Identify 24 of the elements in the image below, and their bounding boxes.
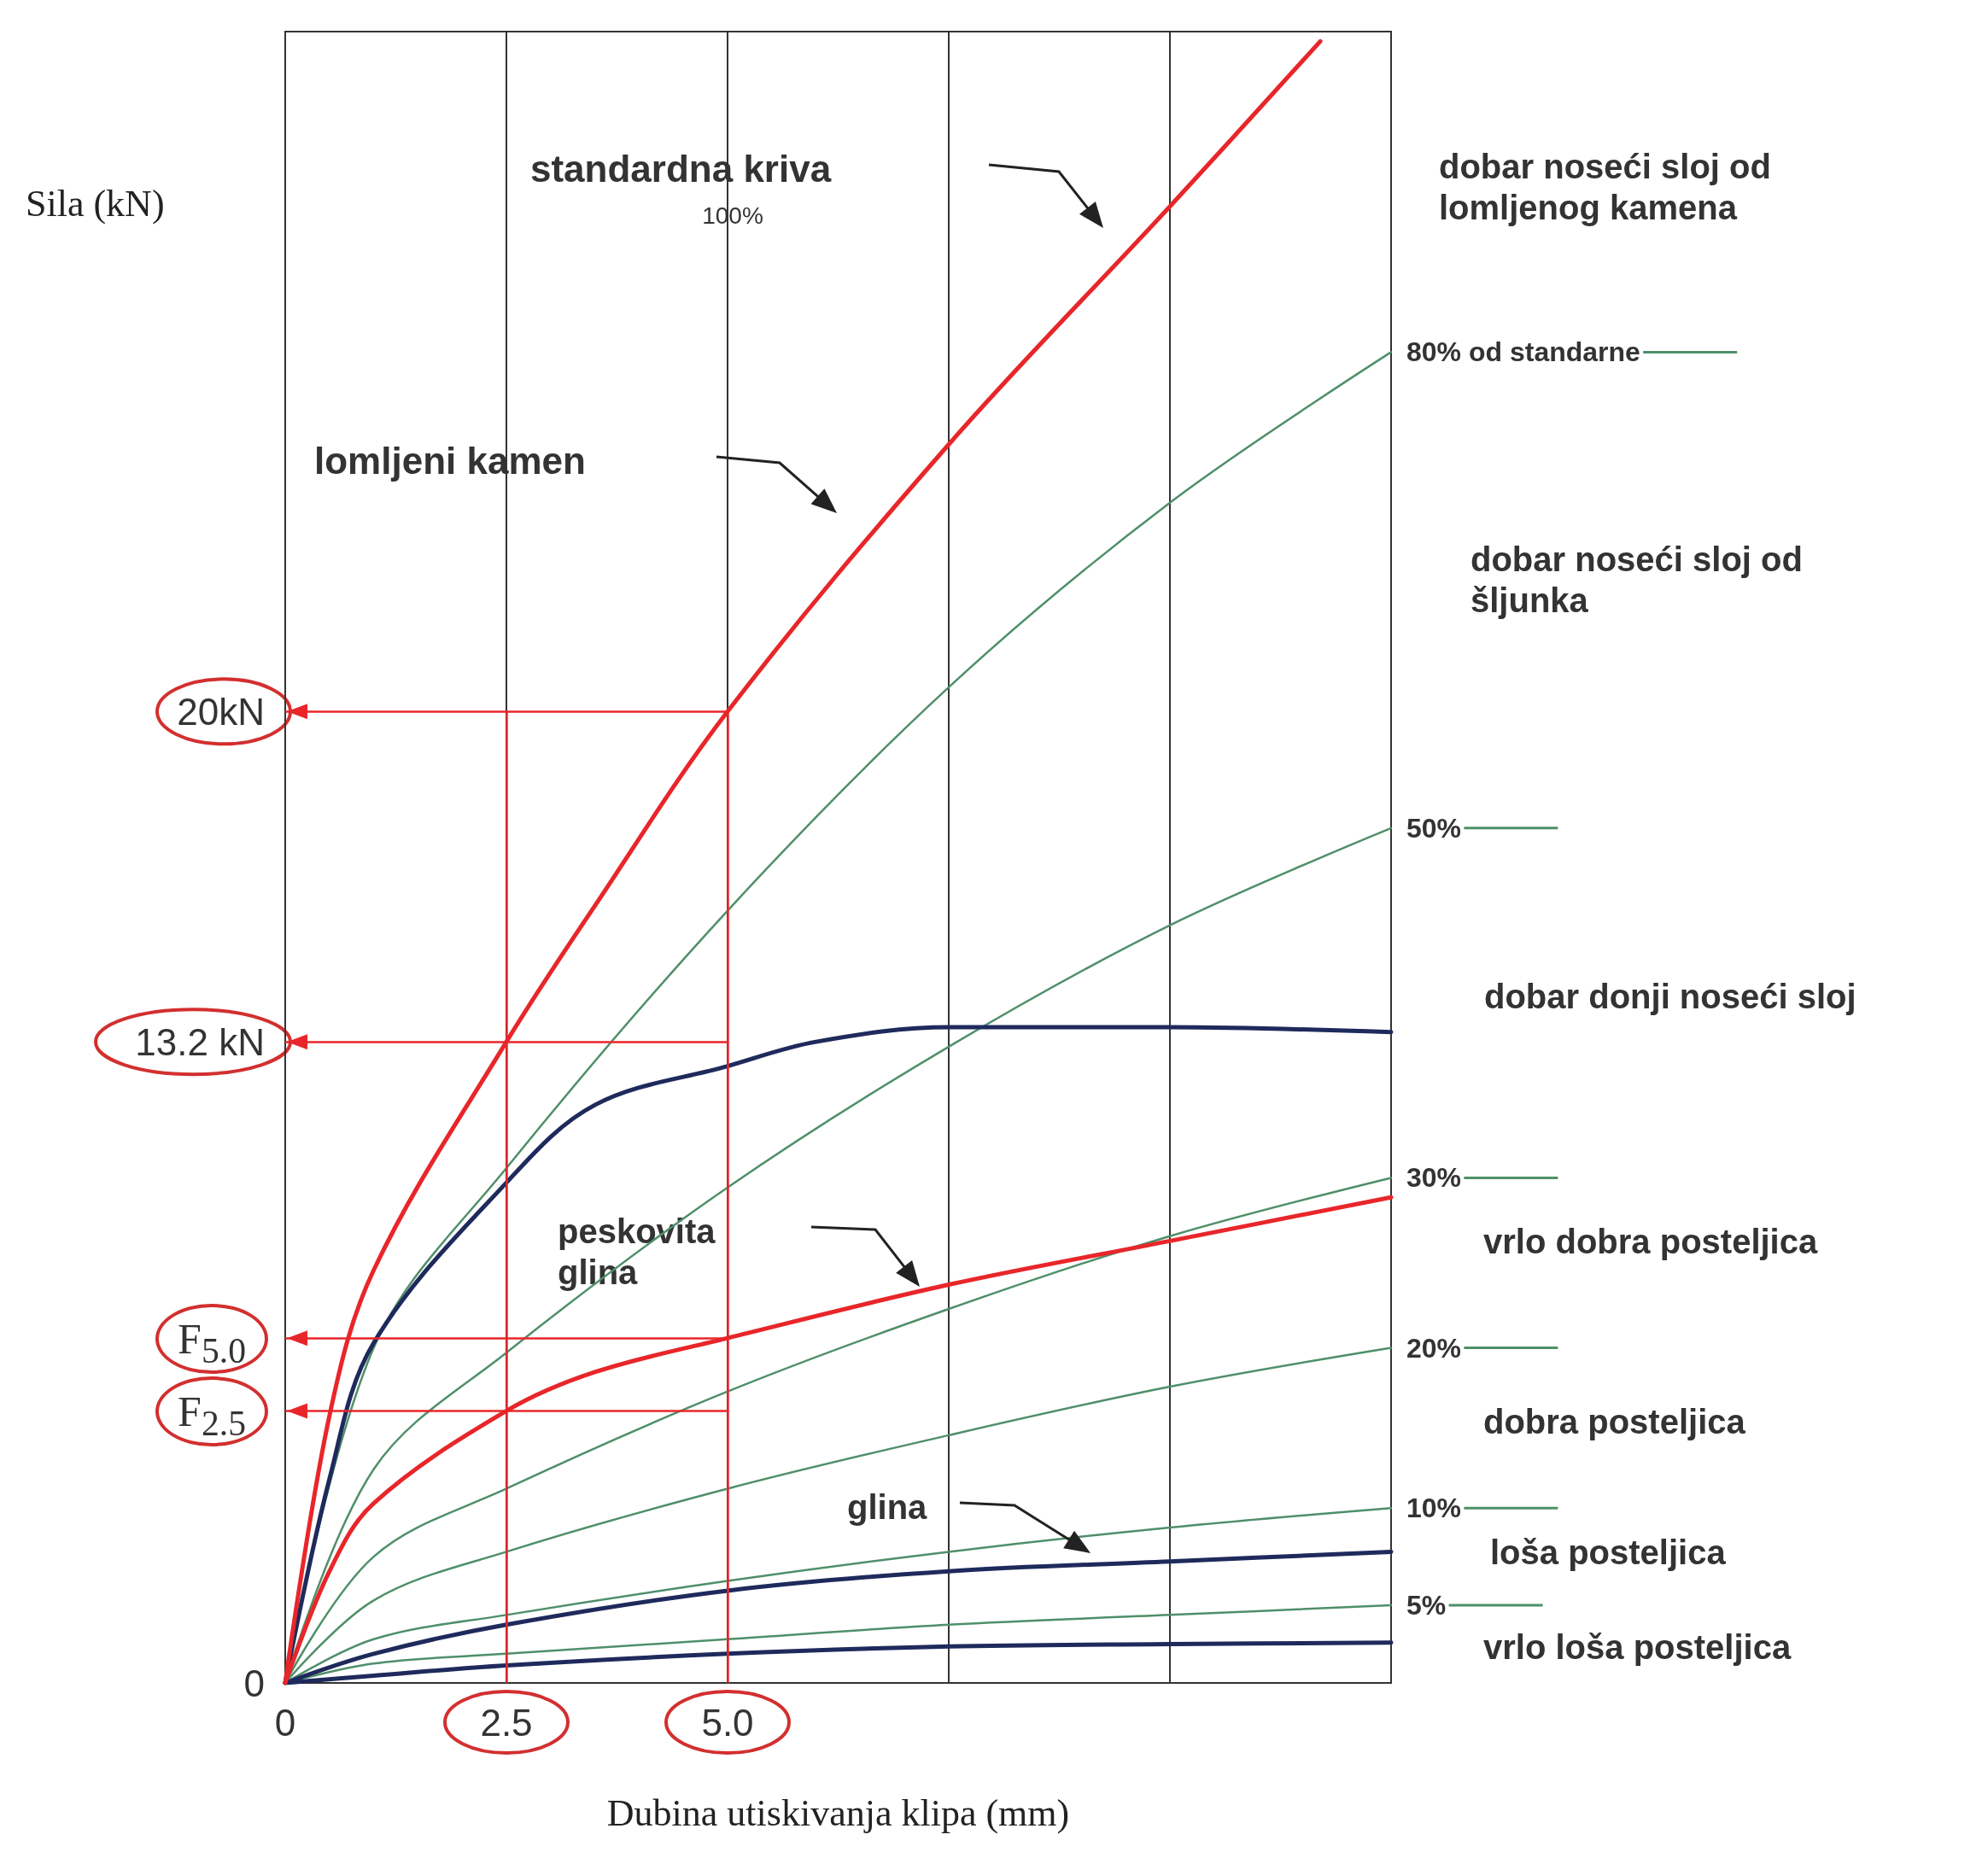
y-axis-title: Sila (kN)	[26, 182, 165, 225]
ref-line-label: F$_{2.5}$	[155, 1376, 268, 1447]
y-tick-label: 20kN	[177, 690, 265, 733]
legend-label: 30%	[1406, 1162, 1462, 1194]
x-tick-label: 5.0	[701, 1701, 754, 1744]
text: loša posteljica	[1490, 1534, 1727, 1571]
text: dobar donji noseći sloj	[1484, 978, 1856, 1015]
x-tick-label: 0	[274, 1701, 296, 1744]
text: vrlo dobra posteljica	[1483, 1223, 1818, 1260]
legend-label: 10%	[1406, 1493, 1462, 1524]
legend-label: 20%	[1406, 1332, 1462, 1364]
x-axis-title: Dubina utiskivanja klipa (mm)	[606, 1791, 1070, 1834]
y-tick-label: 13.2 kN	[135, 1020, 265, 1063]
annotation: glina	[847, 1488, 928, 1526]
text: dobar noseći sloj od lomljenog kamena	[1439, 148, 1781, 226]
x-tick-label: 2.5	[480, 1701, 533, 1744]
legend-label: 80% od standarne	[1406, 336, 1640, 368]
text: dobra posteljica	[1483, 1403, 1746, 1440]
legend-label: 50%	[1406, 812, 1462, 844]
y-tick-label: 0	[243, 1662, 265, 1704]
legend-label: 5%	[1406, 1589, 1447, 1621]
ref-line-label: F$_{5.0}$	[155, 1304, 268, 1375]
text: vrlo loša posteljica	[1483, 1628, 1792, 1666]
text: dobar noseći sloj od šljunka	[1471, 540, 1813, 619]
